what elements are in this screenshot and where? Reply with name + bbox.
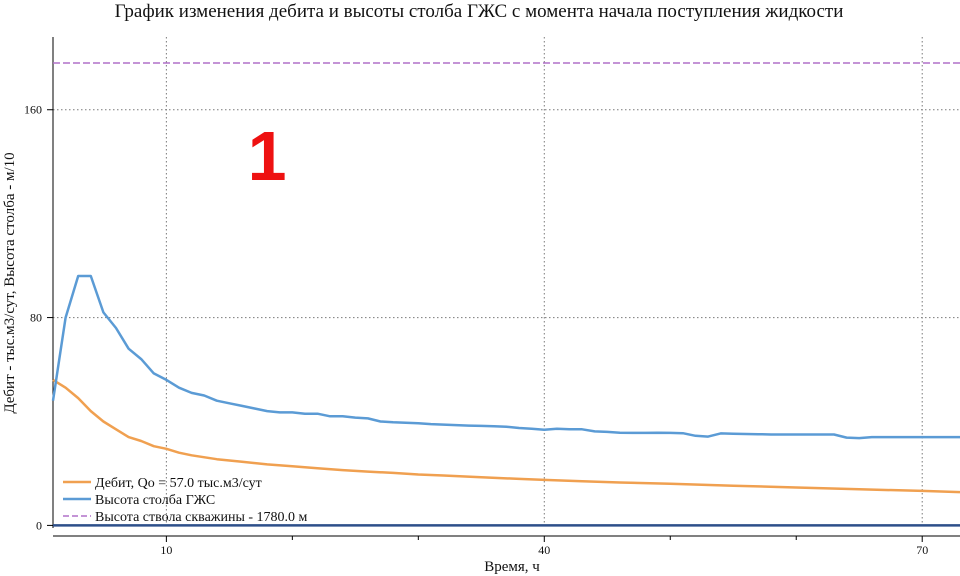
axes	[52, 37, 960, 537]
y-tick-label: 80	[30, 311, 42, 325]
x-tick-label: 10	[160, 543, 172, 557]
legend-rate-label: Дебит, Qo = 57.0 тыс.м3/сут	[95, 476, 262, 491]
legend-well-label: Высота ствола скважины - 1780.0 м	[95, 510, 308, 525]
x-axis-label: Время, ч	[484, 559, 540, 575]
legend-column-label: Высота столба ГЖС	[95, 493, 215, 508]
y-tick-label: 0	[36, 518, 42, 532]
chart-title: График изменения дебита и высоты столба …	[115, 1, 844, 22]
chart-annotation: 1	[248, 117, 287, 195]
column-series-line	[51, 274, 960, 440]
grid	[53, 37, 960, 528]
ticks: 10 40 70 0 80 160	[24, 103, 928, 557]
y-tick-label: 160	[24, 103, 42, 117]
rate-series-line	[52, 378, 960, 494]
y-axis-label: Дебит - тыс.м3/сут, Высота столба - м/10	[2, 152, 18, 413]
x-tick-label: 70	[916, 543, 928, 557]
legend: Дебит, Qo = 57.0 тыс.м3/сут Высота столба…	[63, 476, 308, 525]
x-tick-label: 40	[538, 543, 550, 557]
series-layer	[51, 62, 960, 527]
